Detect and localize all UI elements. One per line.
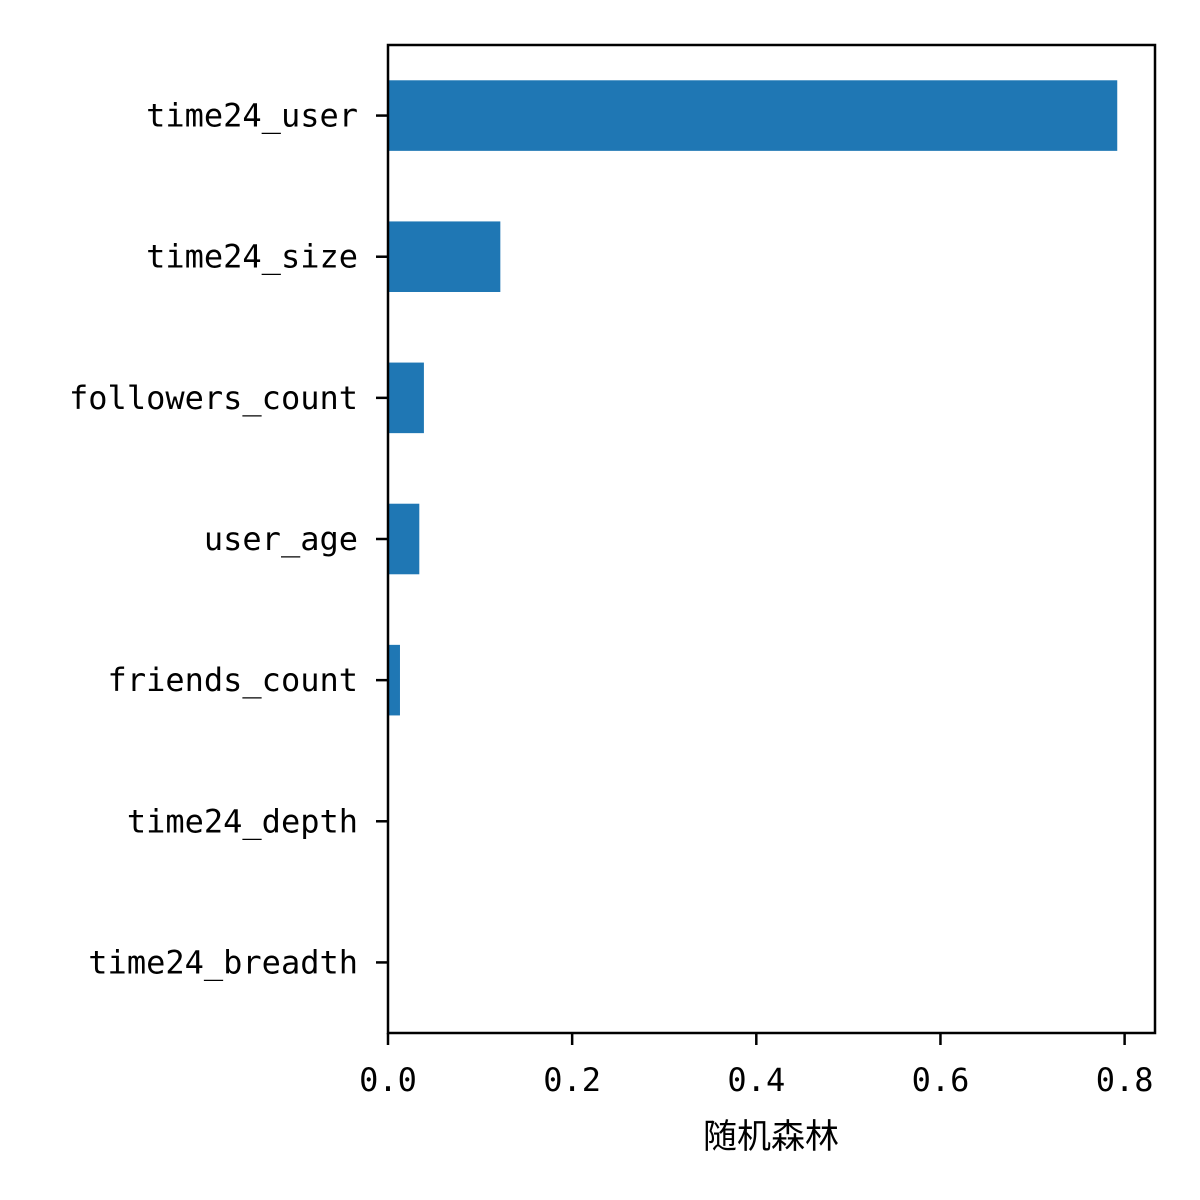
x-tick-label: 0.4 <box>727 1061 785 1099</box>
ticks-layer: time24_user time24_size followers_countuse… <box>69 97 1153 1099</box>
plot-frame <box>386 43 1157 1035</box>
x-tick-label: 0.0 <box>359 1061 417 1099</box>
bar-friends_count <box>388 644 400 716</box>
y-tick-label: time24_breadth <box>88 943 358 981</box>
bars-layer <box>388 80 1118 716</box>
y-tick-label: friends_count <box>108 661 358 699</box>
x-tick-label: 0.8 <box>1096 1061 1154 1099</box>
x-tick-label: 0.6 <box>912 1061 970 1099</box>
bar-time24_size <box>388 221 501 292</box>
bar-followers_count <box>388 362 424 434</box>
y-tick-label: time24_size <box>146 238 358 276</box>
y-tick-label: time24_user <box>146 97 358 135</box>
y-tick-label: user_age <box>204 520 358 558</box>
x-axis-title: 随机森林 <box>703 1117 839 1157</box>
y-tick-label: time24_depth <box>127 802 358 840</box>
x-tick-label: 0.2 <box>543 1061 601 1099</box>
bar-time24_user <box>388 80 1118 151</box>
y-tick-label: followers_count <box>69 379 358 417</box>
bar-user_age <box>388 503 420 575</box>
